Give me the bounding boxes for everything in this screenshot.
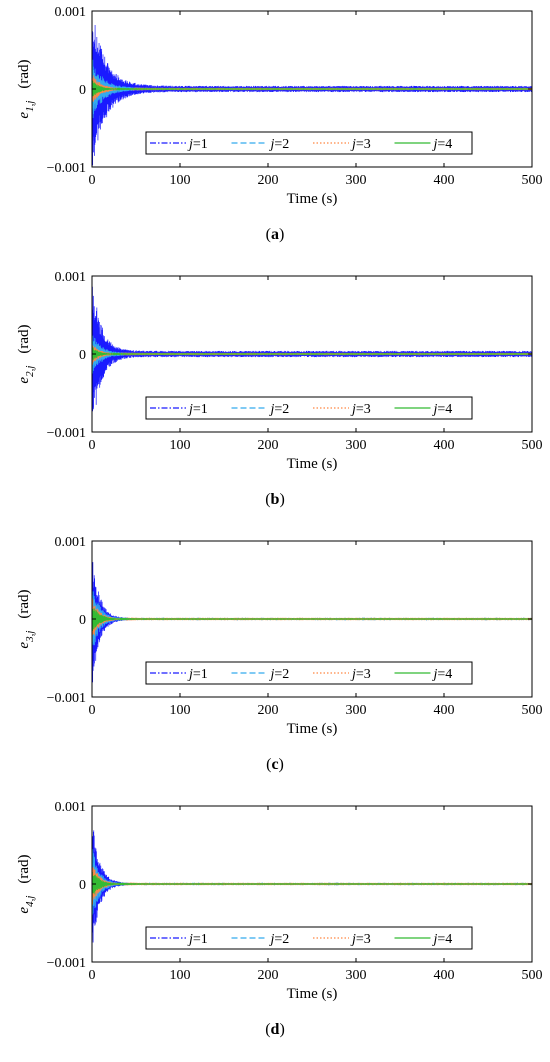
legend-entry: j=1 bbox=[187, 402, 208, 417]
y-tick-label: 0.001 bbox=[55, 270, 87, 285]
x-tick-label: 0 bbox=[89, 968, 96, 983]
chart-panel: 0 100 200 300 400 500 0.001 0 −0.001 Time (s) e1,j… bbox=[0, 0, 550, 265]
x-tick-label: 200 bbox=[258, 703, 279, 718]
x-axis-label: Time (s) bbox=[287, 456, 338, 472]
x-tick-label: 500 bbox=[522, 703, 543, 718]
legend: j=1 j=2 j=3 j=4 bbox=[145, 661, 473, 685]
y-tick-label: 0.001 bbox=[55, 5, 87, 20]
y-tick-label: −0.001 bbox=[47, 161, 86, 176]
panel-caption: (d) bbox=[265, 1021, 285, 1038]
x-tick-label: 200 bbox=[258, 438, 279, 453]
legend-entry: j=3 bbox=[350, 667, 371, 682]
y-axis-label: e3,j(rad) bbox=[16, 589, 36, 648]
panel-caption: (b) bbox=[265, 491, 285, 508]
x-axis-label: Time (s) bbox=[287, 986, 338, 1002]
series-line-j=3 bbox=[92, 344, 532, 365]
x-tick-label: 300 bbox=[346, 438, 367, 453]
x-tick-label: 0 bbox=[89, 438, 96, 453]
legend-entry: j=2 bbox=[269, 667, 290, 682]
series-line-j=1 bbox=[92, 286, 532, 412]
legend: j=1 j=2 j=3 j=4 bbox=[145, 926, 473, 950]
legend-entry: j=4 bbox=[432, 137, 453, 152]
panel-caption: (c) bbox=[266, 756, 284, 773]
legend-entry: j=4 bbox=[432, 932, 453, 947]
x-tick-label: 300 bbox=[346, 968, 367, 983]
x-tick-label: 0 bbox=[89, 703, 96, 718]
series-line-j=3 bbox=[92, 598, 532, 642]
legend-entry: j=2 bbox=[269, 402, 290, 417]
y-tick-label: 0.001 bbox=[55, 535, 87, 550]
series-line-j=4 bbox=[92, 346, 532, 361]
x-tick-label: 100 bbox=[170, 173, 191, 188]
x-tick-label: 400 bbox=[434, 968, 455, 983]
x-tick-label: 100 bbox=[170, 968, 191, 983]
x-tick-label: 300 bbox=[346, 703, 367, 718]
legend: j=1 j=2 j=3 j=4 bbox=[145, 396, 473, 420]
legend-entry: j=4 bbox=[432, 667, 453, 682]
x-tick-label: 100 bbox=[170, 703, 191, 718]
x-tick-label: 300 bbox=[346, 173, 367, 188]
series-line-j=4 bbox=[92, 871, 532, 899]
chart-panel: 0 100 200 300 400 500 0.001 0 −0.001 Time (s) e4,j… bbox=[0, 795, 550, 1060]
panel-caption: (a) bbox=[265, 226, 285, 243]
x-tick-label: 400 bbox=[434, 703, 455, 718]
legend-entry: j=1 bbox=[187, 137, 208, 152]
legend-entry: j=4 bbox=[432, 402, 453, 417]
y-axis-label: e4,j(rad) bbox=[16, 854, 36, 913]
y-tick-label: 0 bbox=[79, 613, 86, 628]
y-tick-label: −0.001 bbox=[47, 691, 86, 706]
series-line-j=1 bbox=[92, 830, 532, 943]
chart-panel: 0 100 200 300 400 500 0.001 0 −0.001 Time (s) e3,j… bbox=[0, 530, 550, 795]
series-line-j=3 bbox=[92, 867, 532, 905]
legend-entry: j=3 bbox=[350, 932, 371, 947]
legend-entry: j=3 bbox=[350, 137, 371, 152]
series-line-j=4 bbox=[92, 80, 532, 97]
y-tick-label: −0.001 bbox=[47, 956, 86, 971]
x-tick-label: 0 bbox=[89, 173, 96, 188]
y-tick-label: 0 bbox=[79, 348, 86, 363]
y-axis-label: e2,j(rad) bbox=[16, 324, 36, 383]
x-tick-label: 200 bbox=[258, 968, 279, 983]
legend-entry: j=2 bbox=[269, 932, 290, 947]
y-tick-label: 0 bbox=[79, 878, 86, 893]
x-tick-label: 500 bbox=[522, 438, 543, 453]
legend-entry: j=1 bbox=[187, 667, 208, 682]
legend-entry: j=2 bbox=[269, 137, 290, 152]
x-tick-label: 400 bbox=[434, 173, 455, 188]
legend-entry: j=3 bbox=[350, 402, 371, 417]
y-tick-label: 0 bbox=[79, 83, 86, 98]
x-tick-label: 500 bbox=[522, 968, 543, 983]
x-tick-label: 500 bbox=[522, 173, 543, 188]
y-axis-label: e1,j(rad) bbox=[16, 59, 36, 118]
legend-entry: j=1 bbox=[187, 932, 208, 947]
x-tick-label: 200 bbox=[258, 173, 279, 188]
x-axis-label: Time (s) bbox=[287, 191, 338, 207]
y-tick-label: −0.001 bbox=[47, 426, 86, 441]
x-tick-label: 400 bbox=[434, 438, 455, 453]
x-tick-label: 100 bbox=[170, 438, 191, 453]
x-axis-label: Time (s) bbox=[287, 721, 338, 737]
y-tick-label: 0.001 bbox=[55, 800, 87, 815]
chart-panel: 0 100 200 300 400 500 0.001 0 −0.001 Time (s) e2,j… bbox=[0, 265, 550, 530]
series-line-j=4 bbox=[92, 608, 532, 631]
legend: j=1 j=2 j=3 j=4 bbox=[145, 131, 473, 155]
series-line-j=2 bbox=[92, 591, 532, 656]
